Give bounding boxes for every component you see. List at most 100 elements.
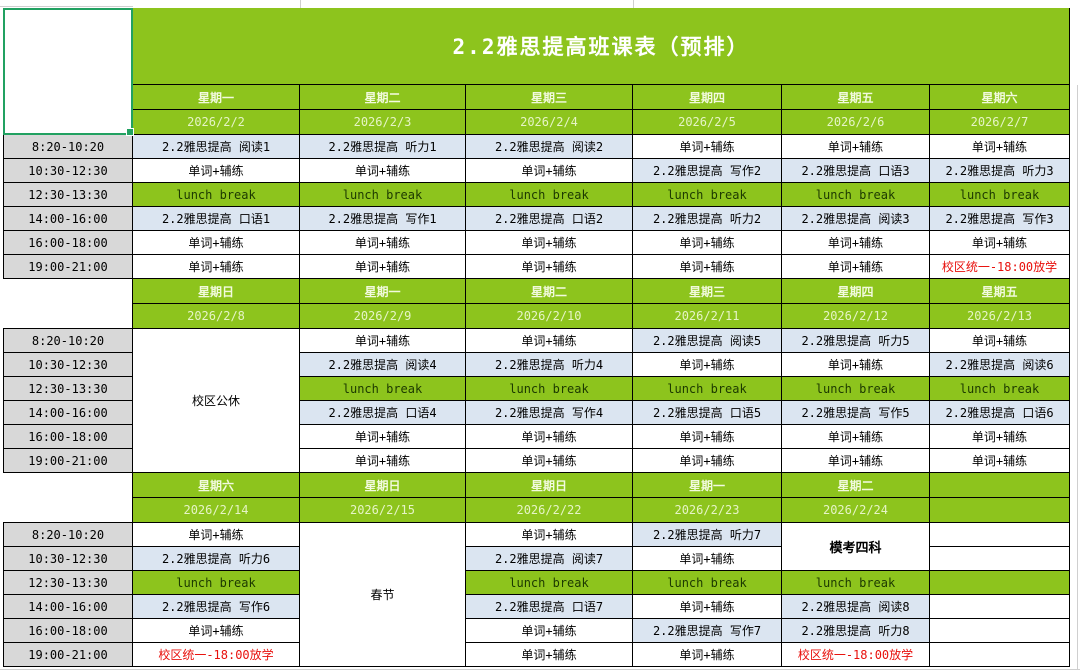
time-label[interactable]: 16:00-18:00 bbox=[3, 231, 133, 255]
day-header[interactable]: 星期二 bbox=[300, 85, 466, 110]
empty-cell[interactable] bbox=[930, 619, 1070, 643]
date-cell[interactable]: 2026/2/4 bbox=[466, 110, 633, 135]
day-header[interactable]: 星期六 bbox=[133, 473, 300, 498]
class-cell[interactable]: 2.2雅思提高 口语4 bbox=[300, 401, 466, 425]
day-header[interactable]: 星期一 bbox=[133, 85, 300, 110]
day-header[interactable]: 星期日 bbox=[466, 473, 633, 498]
time-label[interactable]: 14:00-16:00 bbox=[3, 207, 133, 231]
notice-cell[interactable]: 校区统一-18:00放学 bbox=[133, 643, 300, 667]
day-header[interactable]: 星期四 bbox=[633, 85, 782, 110]
class-cell[interactable]: 2.2雅思提高 阅读1 bbox=[133, 135, 300, 159]
practice-cell[interactable]: 单词+辅练 bbox=[300, 255, 466, 279]
class-cell[interactable]: 2.2雅思提高 听力2 bbox=[633, 207, 782, 231]
date-cell[interactable]: 2026/2/7 bbox=[930, 110, 1070, 135]
class-cell[interactable]: 2.2雅思提高 阅读2 bbox=[466, 135, 633, 159]
day-header[interactable]: 星期六 bbox=[930, 85, 1070, 110]
practice-cell[interactable]: 单词+辅练 bbox=[300, 231, 466, 255]
practice-cell[interactable]: 单词+辅练 bbox=[633, 547, 782, 571]
empty-cell[interactable] bbox=[930, 595, 1070, 619]
practice-cell[interactable]: 单词+辅练 bbox=[300, 329, 466, 353]
practice-cell[interactable]: 单词+辅练 bbox=[300, 159, 466, 183]
practice-cell[interactable]: 单词+辅练 bbox=[466, 643, 633, 667]
time-label[interactable]: 10:30-12:30 bbox=[3, 547, 133, 571]
practice-cell[interactable]: 单词+辅练 bbox=[633, 353, 782, 377]
day-header[interactable]: 星期一 bbox=[300, 279, 466, 304]
lunch-cell[interactable]: lunch break bbox=[300, 183, 466, 207]
practice-cell[interactable]: 单词+辅练 bbox=[930, 135, 1070, 159]
practice-cell[interactable]: 单词+辅练 bbox=[466, 425, 633, 449]
day-header[interactable]: 星期三 bbox=[633, 279, 782, 304]
practice-cell[interactable]: 单词+辅练 bbox=[633, 643, 782, 667]
time-label[interactable]: 16:00-18:00 bbox=[3, 425, 133, 449]
practice-cell[interactable]: 单词+辅练 bbox=[466, 255, 633, 279]
practice-cell[interactable]: 单词+辅练 bbox=[466, 231, 633, 255]
day-header[interactable]: 星期二 bbox=[466, 279, 633, 304]
lunch-cell[interactable]: lunch break bbox=[466, 571, 633, 595]
class-cell[interactable]: 2.2雅思提高 口语6 bbox=[930, 401, 1070, 425]
class-cell[interactable]: 2.2雅思提高 听力8 bbox=[782, 619, 930, 643]
class-cell[interactable]: 2.2雅思提高 阅读4 bbox=[300, 353, 466, 377]
class-cell[interactable]: 2.2雅思提高 听力4 bbox=[466, 353, 633, 377]
class-cell[interactable]: 2.2雅思提高 阅读5 bbox=[633, 329, 782, 353]
lunch-cell[interactable]: lunch break bbox=[633, 183, 782, 207]
practice-cell[interactable]: 单词+辅练 bbox=[633, 449, 782, 473]
date-cell[interactable]: 2026/2/12 bbox=[782, 304, 930, 329]
class-cell[interactable]: 2.2雅思提高 口语7 bbox=[466, 595, 633, 619]
lunch-cell[interactable]: lunch break bbox=[633, 377, 782, 401]
rest-cell[interactable]: 校区公休 bbox=[133, 329, 300, 473]
class-cell[interactable]: 2.2雅思提高 听力3 bbox=[930, 159, 1070, 183]
class-cell[interactable]: 2.2雅思提高 写作3 bbox=[930, 207, 1070, 231]
time-label[interactable]: 8:20-10:20 bbox=[3, 135, 133, 159]
time-label[interactable]: 14:00-16:00 bbox=[3, 401, 133, 425]
class-cell[interactable]: 2.2雅思提高 听力5 bbox=[782, 329, 930, 353]
day-header[interactable] bbox=[930, 473, 1070, 498]
day-header[interactable]: 星期五 bbox=[930, 279, 1070, 304]
holiday-cell[interactable]: 春节 bbox=[300, 523, 466, 667]
practice-cell[interactable]: 单词+辅练 bbox=[633, 255, 782, 279]
notice-cell[interactable]: 校区统一-18:00放学 bbox=[782, 643, 930, 667]
date-cell[interactable]: 2026/2/23 bbox=[633, 498, 782, 523]
empty-cell[interactable] bbox=[930, 547, 1070, 571]
time-label[interactable]: 10:30-12:30 bbox=[3, 159, 133, 183]
class-cell[interactable]: 2.2雅思提高 写作7 bbox=[633, 619, 782, 643]
time-label[interactable]: 19:00-21:00 bbox=[3, 449, 133, 473]
day-header[interactable]: 星期一 bbox=[633, 473, 782, 498]
date-cell[interactable] bbox=[930, 498, 1070, 523]
practice-cell[interactable]: 单词+辅练 bbox=[133, 255, 300, 279]
practice-cell[interactable]: 单词+辅练 bbox=[782, 449, 930, 473]
practice-cell[interactable]: 单词+辅练 bbox=[782, 425, 930, 449]
day-header[interactable]: 星期四 bbox=[782, 279, 930, 304]
date-cell[interactable]: 2026/2/9 bbox=[300, 304, 466, 329]
date-cell[interactable]: 2026/2/5 bbox=[633, 110, 782, 135]
time-label[interactable]: 19:00-21:00 bbox=[3, 255, 133, 279]
class-cell[interactable]: 2.2雅思提高 口语1 bbox=[133, 207, 300, 231]
class-cell[interactable]: 2.2雅思提高 听力7 bbox=[633, 523, 782, 547]
lunch-cell[interactable]: lunch break bbox=[782, 183, 930, 207]
date-cell[interactable]: 2026/2/8 bbox=[133, 304, 300, 329]
week-separator-cell[interactable] bbox=[3, 279, 133, 329]
class-cell[interactable]: 2.2雅思提高 写作6 bbox=[133, 595, 300, 619]
date-cell[interactable]: 2026/2/22 bbox=[466, 498, 633, 523]
lunch-cell[interactable]: lunch break bbox=[466, 183, 633, 207]
class-cell[interactable]: 2.2雅思提高 阅读7 bbox=[466, 547, 633, 571]
practice-cell[interactable]: 单词+辅练 bbox=[782, 255, 930, 279]
time-label[interactable]: 10:30-12:30 bbox=[3, 353, 133, 377]
practice-cell[interactable]: 单词+辅练 bbox=[133, 523, 300, 547]
date-cell[interactable]: 2026/2/10 bbox=[466, 304, 633, 329]
day-header[interactable]: 星期三 bbox=[466, 85, 633, 110]
class-cell[interactable]: 2.2雅思提高 听力6 bbox=[133, 547, 300, 571]
practice-cell[interactable]: 单词+辅练 bbox=[300, 425, 466, 449]
date-cell[interactable]: 2026/2/2 bbox=[133, 110, 300, 135]
date-cell[interactable]: 2026/2/13 bbox=[930, 304, 1070, 329]
date-cell[interactable]: 2026/2/14 bbox=[133, 498, 300, 523]
week-separator-cell[interactable] bbox=[3, 473, 133, 523]
lunch-cell[interactable]: lunch break bbox=[782, 571, 930, 595]
day-header[interactable]: 星期日 bbox=[300, 473, 466, 498]
practice-cell[interactable]: 单词+辅练 bbox=[930, 449, 1070, 473]
lunch-cell[interactable]: lunch break bbox=[133, 571, 300, 595]
selected-cell[interactable] bbox=[3, 8, 134, 136]
class-cell[interactable]: 2.2雅思提高 阅读3 bbox=[782, 207, 930, 231]
mock-exam-cell[interactable]: 模考四科 bbox=[782, 523, 930, 571]
lunch-cell[interactable]: lunch break bbox=[930, 377, 1070, 401]
class-cell[interactable]: 2.2雅思提高 写作1 bbox=[300, 207, 466, 231]
